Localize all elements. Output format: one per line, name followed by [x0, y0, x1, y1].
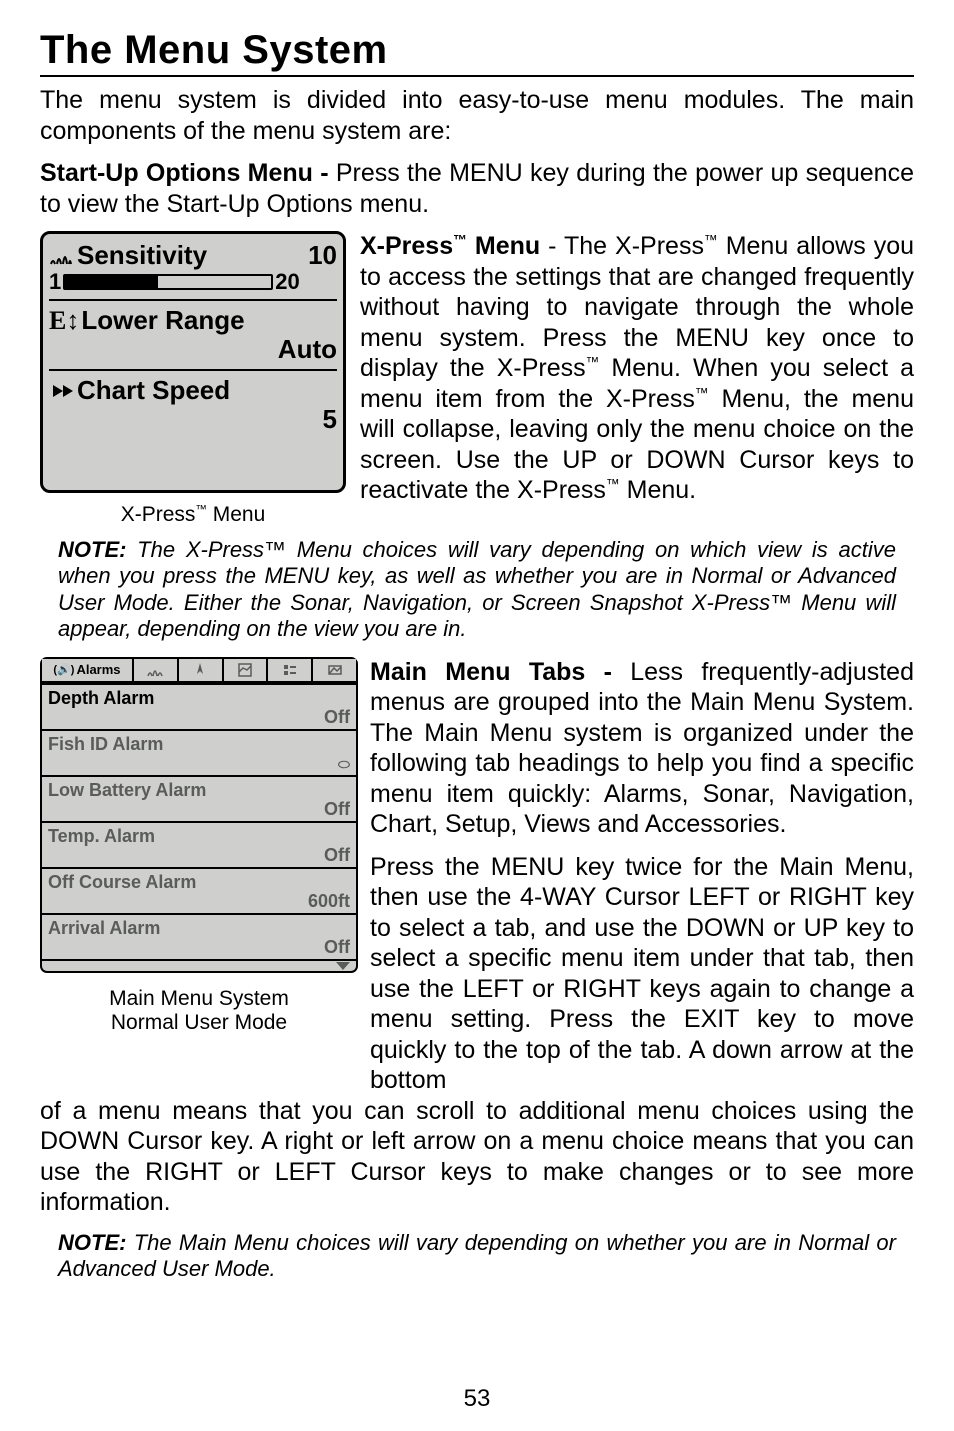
- tab-sonar: [134, 659, 179, 681]
- intro-paragraph: The menu system is divided into easy-to-…: [40, 85, 914, 146]
- lower-range-label: Lower Range: [81, 305, 244, 336]
- mm-item-depth: Depth Alarm Off: [42, 683, 356, 729]
- startup-label: Start-Up Options Menu -: [40, 159, 336, 187]
- tab-setup: [268, 659, 313, 681]
- tab-views: [313, 659, 356, 681]
- note-2: NOTE: The Main Menu choices will vary de…: [40, 1230, 914, 1283]
- mm-item-offcourse: Off Course Alarm 600ft: [42, 867, 356, 913]
- mm-paragraph-1: Main Menu Tabs - Less frequently-adjuste…: [370, 657, 914, 840]
- mm-item-fishid: Fish ID Alarm ⬭: [42, 729, 356, 775]
- lower-range-icon: E↕: [49, 306, 79, 336]
- fish-icon: ⬭: [338, 756, 350, 772]
- main-menu-tabs: (🔊)Alarms: [42, 659, 356, 683]
- main-menu-figure: (🔊)Alarms Depth Alarm: [40, 657, 358, 973]
- sensitivity-label: Sensitivity: [77, 240, 207, 271]
- mm-paragraph-2a: Press the MENU key twice for the Main Me…: [370, 852, 914, 1096]
- tab-nav: [179, 659, 224, 681]
- sensitivity-value: 10: [308, 240, 337, 271]
- mm-item-arrival: Arrival Alarm Off: [42, 913, 356, 959]
- xpress-sensitivity-item: Sensitivity 10 1 20: [49, 236, 337, 301]
- xpress-menu-figure: Sensitivity 10 1 20 E↕ Lower Range: [40, 231, 346, 493]
- chart-speed-value: 5: [323, 404, 337, 435]
- xpress-paragraph: X-Press™ Menu - The X-Press™ Menu allows…: [360, 231, 914, 527]
- note-1-text: The X-Press™ Menu choices will vary depe…: [58, 537, 896, 641]
- note-lead-2: NOTE:: [58, 1230, 134, 1255]
- sensitivity-max: 20: [275, 269, 299, 295]
- xpress-chart-speed-item: Chart Speed 5: [49, 371, 337, 439]
- sensitivity-bar: [63, 274, 273, 290]
- chart-speed-label: Chart Speed: [77, 375, 230, 406]
- note-1: NOTE: The X-Press™ Menu choices will var…: [40, 537, 914, 643]
- mm-paragraph-2b: of a menu means that you can scroll to a…: [40, 1096, 914, 1218]
- chart-speed-icon: [49, 379, 73, 403]
- tab-chart: [224, 659, 269, 681]
- note-2-text: The Main Menu choices will vary dependin…: [58, 1230, 896, 1281]
- mm-item-temp: Temp. Alarm Off: [42, 821, 356, 867]
- mm-down-arrow: [42, 959, 356, 971]
- mm-item-lowbatt: Low Battery Alarm Off: [42, 775, 356, 821]
- sensitivity-icon: [49, 244, 73, 268]
- xpress-caption: X-Press™ Menu: [40, 503, 346, 527]
- xpress-lower-range-item: E↕ Lower Range Auto: [49, 301, 337, 371]
- sensitivity-min: 1: [49, 269, 61, 295]
- mm-caption: Main Menu SystemNormal User Mode: [40, 987, 358, 1035]
- page-number: 53: [0, 1385, 954, 1413]
- note-lead: NOTE:: [58, 537, 137, 562]
- tab-alarms: (🔊)Alarms: [42, 659, 134, 681]
- startup-paragraph: Start-Up Options Menu - Press the MENU k…: [40, 158, 914, 219]
- lower-range-value: Auto: [278, 334, 337, 365]
- title-rule: [40, 75, 914, 77]
- page-title: The Menu System: [40, 28, 914, 73]
